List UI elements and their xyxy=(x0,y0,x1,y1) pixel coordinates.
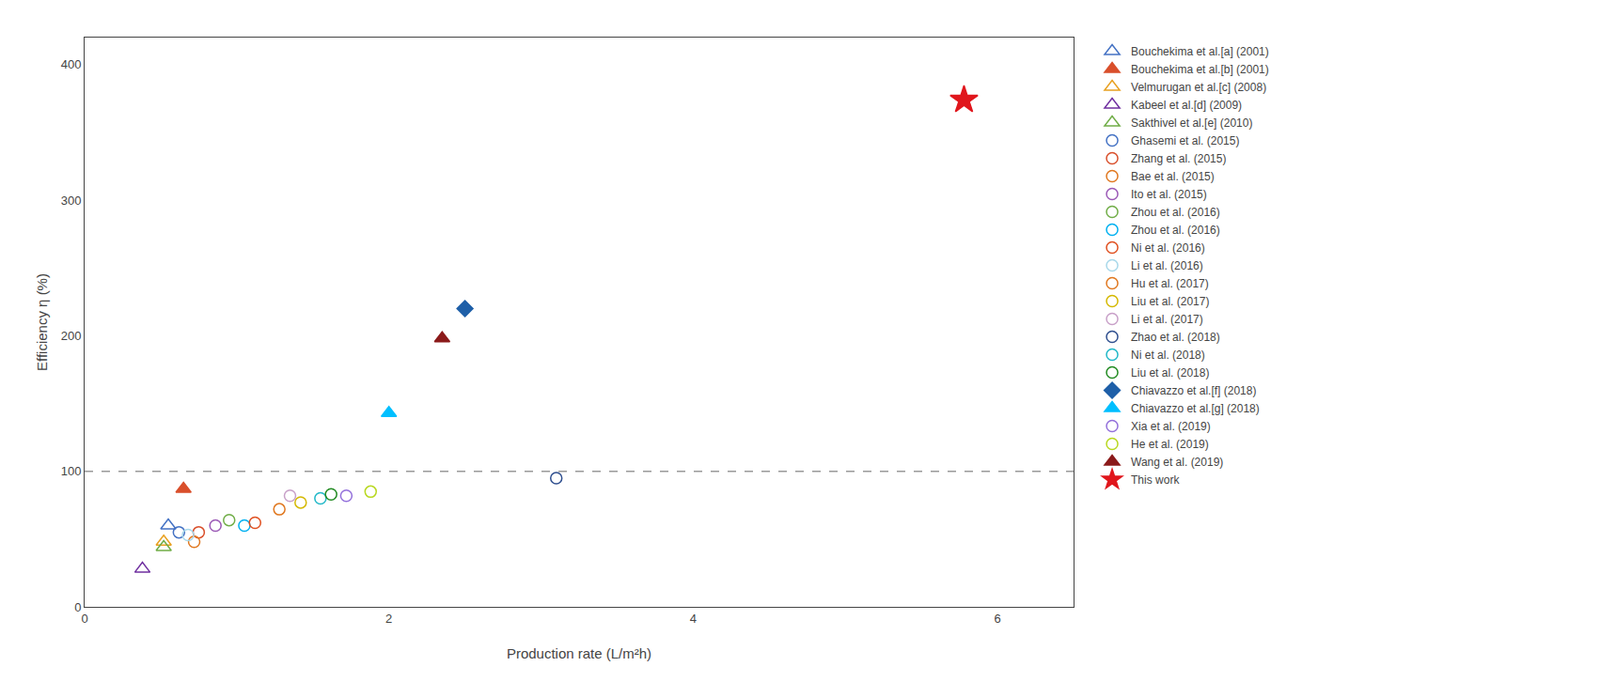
svg-text:Velmurugan et al.[c] (2008): Velmurugan et al.[c] (2008) xyxy=(1130,80,1267,95)
svg-text:Production rate (L/m²h): Production rate (L/m²h) xyxy=(506,645,652,662)
svg-text:This work: This work xyxy=(1130,473,1180,487)
svg-text:Sakthivel et al.[e] (2010): Sakthivel et al.[e] (2010) xyxy=(1130,116,1253,130)
svg-text:Hu et al. (2017): Hu et al. (2017) xyxy=(1130,277,1209,291)
svg-text:Kabeel et al.[d] (2009): Kabeel et al.[d] (2009) xyxy=(1130,98,1242,112)
svg-text:Ni et al. (2018): Ni et al. (2018) xyxy=(1130,348,1206,362)
svg-text:Efficiency η (%): Efficiency η (%) xyxy=(33,273,50,372)
svg-text:Liu et al. (2017): Liu et al. (2017) xyxy=(1130,295,1209,309)
svg-text:Chiavazzo et al.[g] (2018): Chiavazzo et al.[g] (2018) xyxy=(1130,402,1260,416)
svg-text:100: 100 xyxy=(61,464,82,479)
svg-text:400: 400 xyxy=(61,57,82,72)
svg-text:Ito et al. (2015): Ito et al. (2015) xyxy=(1130,188,1208,202)
svg-text:2: 2 xyxy=(385,611,393,627)
svg-text:Ghasemi et al. (2015): Ghasemi et al. (2015) xyxy=(1130,134,1240,148)
svg-text:Zhou et al. (2016): Zhou et al. (2016) xyxy=(1130,205,1221,220)
svg-text:Zhao et al. (2018): Zhao et al. (2018) xyxy=(1130,330,1221,345)
svg-text:200: 200 xyxy=(61,329,82,344)
svg-text:Bouchekima et al.[b] (2001): Bouchekima et al.[b] (2001) xyxy=(1130,62,1270,77)
svg-text:6: 6 xyxy=(993,611,1001,627)
svg-text:Li et al. (2016): Li et al. (2016) xyxy=(1130,259,1204,273)
svg-text:Liu et al. (2018): Liu et al. (2018) xyxy=(1130,366,1209,380)
svg-text:Wang et al. (2019): Wang et al. (2019) xyxy=(1130,455,1224,470)
svg-text:Bouchekima et al.[a] (2001): Bouchekima et al.[a] (2001) xyxy=(1130,45,1270,59)
svg-text:4: 4 xyxy=(690,611,697,627)
svg-text:0: 0 xyxy=(80,611,88,627)
svg-text:Zhou et al. (2016): Zhou et al. (2016) xyxy=(1130,223,1221,237)
svg-text:0: 0 xyxy=(74,600,81,615)
svg-text:He et al. (2019): He et al. (2019) xyxy=(1130,438,1209,452)
svg-text:300: 300 xyxy=(61,193,82,208)
svg-text:Xia et al. (2019): Xia et al. (2019) xyxy=(1130,420,1211,434)
svg-text:Ni et al. (2016): Ni et al. (2016) xyxy=(1130,241,1206,255)
svg-text:Chiavazzo et al.[f] (2018): Chiavazzo et al.[f] (2018) xyxy=(1130,384,1256,398)
svg-text:Zhang et al. (2015): Zhang et al. (2015) xyxy=(1130,152,1226,166)
svg-text:Li et al. (2017): Li et al. (2017) xyxy=(1130,313,1204,327)
svg-text:Bae et al. (2015): Bae et al. (2015) xyxy=(1130,170,1215,184)
